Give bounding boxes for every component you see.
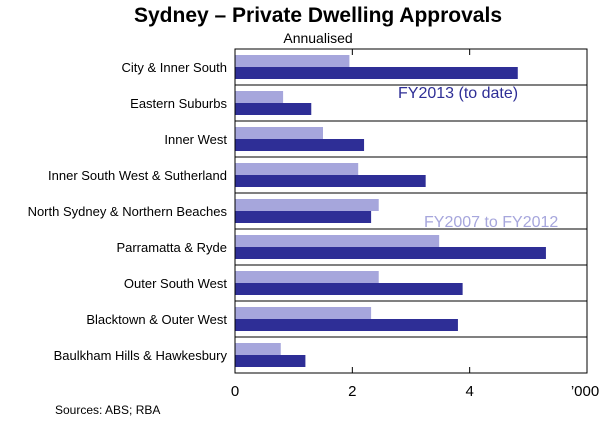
x-tick-label: 0 xyxy=(231,383,239,400)
bar-fy2013-6 xyxy=(235,283,463,295)
bar-fy2007-2012-0 xyxy=(235,55,350,67)
chart-subtitle: Annualised xyxy=(283,30,352,46)
chart-title: Sydney – Private Dwelling Approvals xyxy=(134,4,502,27)
x-tick-label: 2 xyxy=(348,383,356,400)
bars xyxy=(235,55,546,367)
category-label: Eastern Suburbs xyxy=(130,96,227,111)
gridlines xyxy=(235,84,587,338)
bar-fy2007-2012-8 xyxy=(235,343,281,355)
category-label: Outer South West xyxy=(124,276,227,291)
bar-fy2007-2012-1 xyxy=(235,91,284,103)
plot-frame xyxy=(234,48,588,374)
source-note: Sources: ABS; RBA xyxy=(55,403,160,417)
x-axis-ticks: 0 2 4 xyxy=(231,49,474,400)
bar-fy2007-2012-2 xyxy=(235,127,323,139)
bar-fy2013-4 xyxy=(235,211,372,223)
category-labels: City & Inner South Eastern Suburbs Inner W… xyxy=(28,60,228,363)
bar-fy2013-5 xyxy=(235,247,546,259)
legend-fy2013: FY2013 (to date) xyxy=(398,85,518,102)
bar-fy2007-2012-5 xyxy=(235,235,440,247)
bar-fy2013-1 xyxy=(235,103,312,115)
bar-fy2007-2012-6 xyxy=(235,271,379,283)
category-label: Baulkham Hills & Hawkesbury xyxy=(54,348,228,363)
bar-fy2007-2012-4 xyxy=(235,199,379,211)
category-label: Inner South West & Sutherland xyxy=(48,168,227,183)
bar-fy2013-3 xyxy=(235,175,426,187)
category-label: Inner West xyxy=(164,132,227,147)
bar-fy2013-0 xyxy=(235,67,518,79)
legend-fy2007-2012: FY2007 to FY2012 xyxy=(424,214,558,231)
category-label: City & Inner South xyxy=(122,60,228,75)
bar-fy2007-2012-7 xyxy=(235,307,372,319)
category-label: Blacktown & Outer West xyxy=(86,312,227,327)
x-tick-label: 4 xyxy=(465,383,473,400)
category-label: North Sydney & Northern Beaches xyxy=(28,204,228,219)
bar-fy2007-2012-3 xyxy=(235,163,359,175)
category-label: Parramatta & Ryde xyxy=(116,240,227,255)
bar-fy2013-2 xyxy=(235,139,365,151)
bar-fy2013-7 xyxy=(235,319,458,331)
bar-fy2013-8 xyxy=(235,355,306,367)
x-unit-label: ’000 xyxy=(571,383,599,400)
